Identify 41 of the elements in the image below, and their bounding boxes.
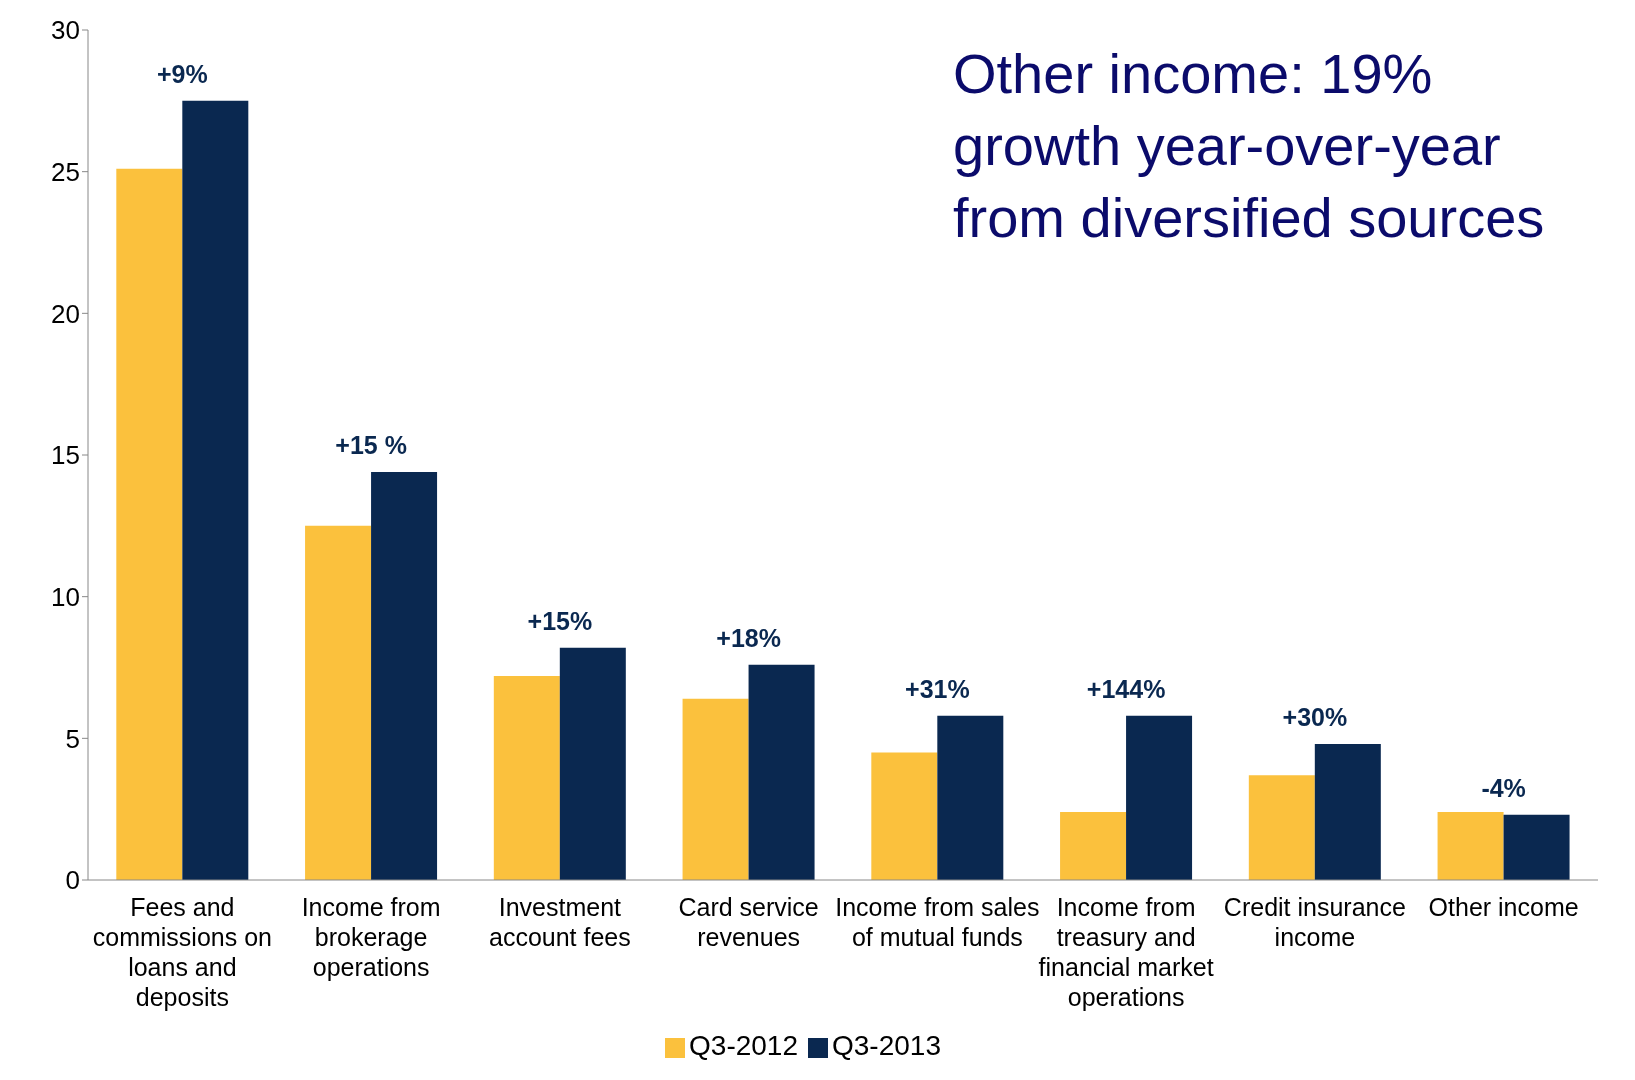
bar xyxy=(1126,715,1193,880)
x-tick-label: Income from brokerage operations xyxy=(301,893,441,981)
annotation: +9% xyxy=(157,59,208,88)
annotation: +30% xyxy=(1282,703,1348,731)
y-tick-label: 5 xyxy=(65,723,80,754)
bar xyxy=(1060,812,1127,880)
x-tick-label: Card service revenues xyxy=(678,893,819,951)
x-tick-label: Investment account fees xyxy=(488,893,631,951)
bar xyxy=(1437,812,1504,880)
y-tick-label: 15 xyxy=(51,440,80,471)
bar xyxy=(493,676,560,880)
legend-label: Q3-2012 xyxy=(689,1030,798,1061)
bar xyxy=(1248,775,1315,880)
x-tick-label: Income from treasury and financial market operations xyxy=(1038,893,1214,1011)
y-tick-label: 20 xyxy=(51,298,80,329)
annotation: +31% xyxy=(905,674,970,703)
x-tick-label: Other income xyxy=(1428,893,1579,921)
bar xyxy=(182,100,249,880)
bar xyxy=(305,525,372,880)
x-tick-label: Credit insurance income xyxy=(1223,893,1406,951)
bar xyxy=(559,647,626,880)
y-tick-label: 0 xyxy=(65,865,80,896)
y-tick-label: 10 xyxy=(51,581,80,612)
bar xyxy=(682,698,749,880)
bar xyxy=(371,472,438,880)
annotation: +144% xyxy=(1086,674,1166,703)
y-tick-label: 25 xyxy=(51,156,80,187)
x-tick-label: Fees and commissions on loans and deposits xyxy=(92,893,272,1011)
bar xyxy=(1314,744,1381,880)
bar xyxy=(748,664,815,880)
bar xyxy=(871,752,938,880)
annotation: +15 % xyxy=(335,431,407,459)
bar xyxy=(116,168,183,880)
annotation: -4% xyxy=(1481,773,1526,802)
text: Other income: 19% growth year-over-year from diversified sources xyxy=(953,41,1546,251)
annotation: +18% xyxy=(716,623,781,652)
legend-label: Q3-2013 xyxy=(832,1030,941,1061)
y-tick-label: 30 xyxy=(51,15,80,46)
bar xyxy=(1503,814,1570,880)
bar xyxy=(937,715,1004,880)
annotation: +15% xyxy=(527,606,593,635)
